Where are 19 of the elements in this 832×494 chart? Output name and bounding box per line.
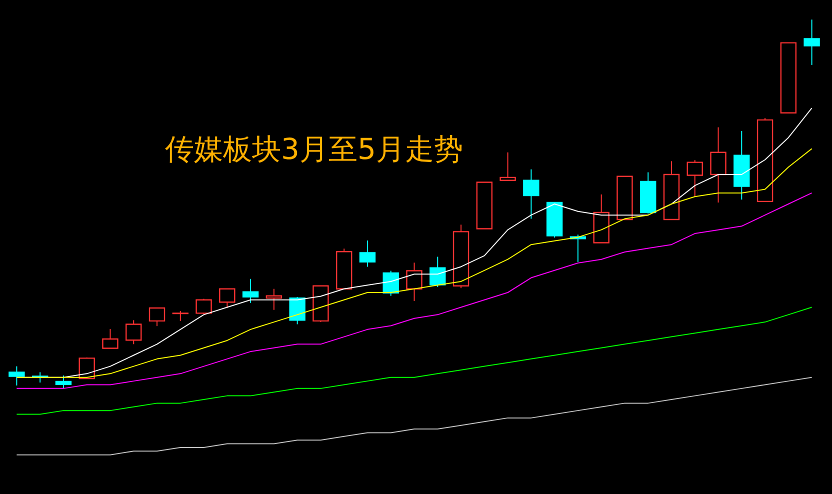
- candlestick: [126, 320, 142, 345]
- candlestick: [500, 152, 516, 182]
- candlestick: [710, 126, 726, 204]
- candlestick: [359, 240, 376, 268]
- candlestick: [102, 328, 118, 349]
- candlestick: [430, 256, 446, 288]
- candlestick: [55, 375, 72, 389]
- candlestick: [196, 298, 212, 314]
- candlestick: [172, 310, 188, 322]
- candlestick: [8, 366, 25, 386]
- candlestick: [804, 19, 820, 66]
- candlestick: [242, 278, 259, 304]
- candlestick: [148, 307, 166, 327]
- candlestick: [289, 296, 306, 325]
- text: 传媒板块3月至5月走势: [165, 132, 463, 166]
- candlestick: [686, 160, 703, 198]
- candlestick: [219, 288, 236, 309]
- candlestick: [523, 168, 540, 220]
- candlestick: [406, 262, 422, 302]
